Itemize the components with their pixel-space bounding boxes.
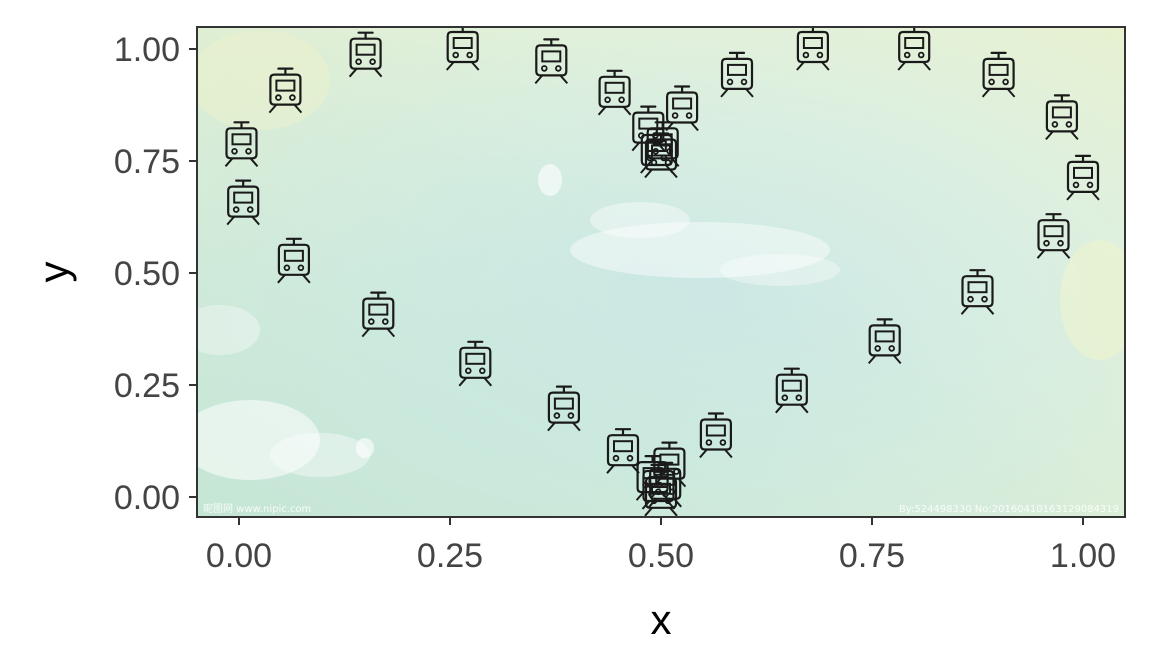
y-tick-label: 0.25	[114, 367, 180, 405]
x-tick-label: 1.00	[1050, 537, 1116, 575]
x-axis-title: x	[651, 596, 672, 643]
y-tick-label: 0.75	[114, 143, 180, 181]
x-tick-label: 0.25	[417, 537, 483, 575]
x-axis: 0.00 0.25 0.50 0.75 1.00 x	[206, 517, 1116, 643]
y-tick-label: 0.00	[114, 479, 180, 517]
watermark-left: 昵图网 www.nipic.com	[203, 503, 311, 515]
y-tick-label: 0.50	[114, 255, 180, 293]
y-axis-title: y	[30, 262, 77, 283]
y-axis: 0.00 0.25 0.50 0.75 1.00 y	[30, 31, 197, 517]
plot-background: 昵图网 www.nipic.com By:524498330 No:201604…	[197, 27, 1125, 517]
x-tick-label: 0.00	[206, 537, 272, 575]
y-tick-label: 1.00	[114, 31, 180, 69]
x-tick-label: 0.50	[628, 537, 694, 575]
watermark-right: By:524498330 No:20160410163129084319	[899, 504, 1119, 515]
x-tick-label: 0.75	[839, 537, 905, 575]
